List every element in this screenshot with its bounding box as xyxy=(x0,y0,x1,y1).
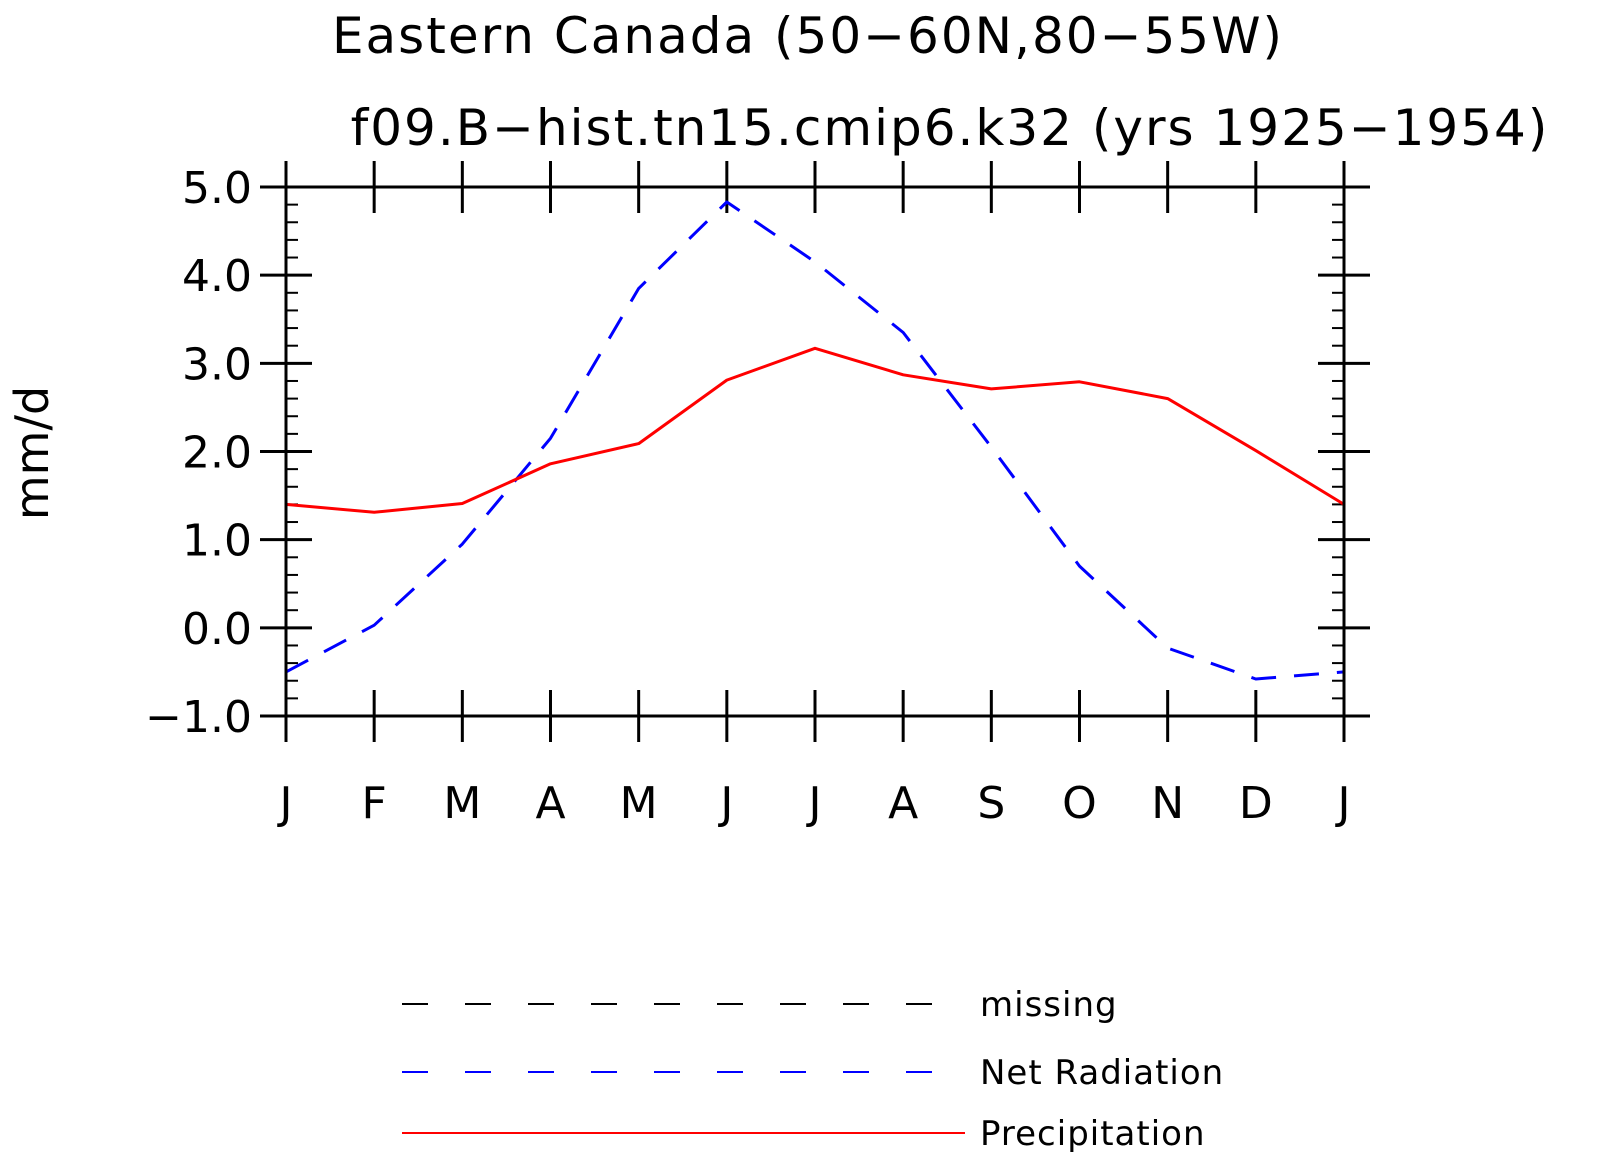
x-tick-label: J xyxy=(277,778,293,829)
series-line-precipitation xyxy=(285,346,1345,514)
legend-label: Net Radiation xyxy=(980,1053,1224,1093)
series-lines xyxy=(285,200,1345,681)
legend-label: Precipitation xyxy=(980,1114,1206,1152)
y-tick-label: −1.0 xyxy=(145,692,252,743)
minor-ticks xyxy=(286,186,1344,717)
chart-title: Eastern Canada (50−60N,80−55W) xyxy=(332,7,1284,65)
x-tick-label: J xyxy=(806,778,822,829)
x-tick-label: M xyxy=(443,778,481,829)
x-tick-label: D xyxy=(1239,778,1273,829)
x-tick-label: J xyxy=(717,778,733,829)
x-tick-label: S xyxy=(977,778,1005,829)
x-tick-label: O xyxy=(1062,778,1097,829)
legend: missing Net Radiation Precipitation xyxy=(402,985,1224,1152)
x-tick-label: M xyxy=(620,778,658,829)
y-tick-label: 3.0 xyxy=(182,339,252,390)
y-tick-label: 4.0 xyxy=(182,251,252,302)
y-tick-labels: 5.0 4.0 3.0 2.0 1.0 0.0 −1.0 xyxy=(145,163,252,743)
series-line-net-radiation xyxy=(285,200,1345,681)
chart-subtitle: f09.B−hist.tn15.cmip6.k32 (yrs 1925−1954… xyxy=(351,99,1550,157)
x-tick-label: J xyxy=(1335,778,1351,829)
x-tick-label: A xyxy=(888,778,918,829)
y-axis-label: mm/d xyxy=(5,386,59,520)
x-tick-label: N xyxy=(1151,778,1184,829)
major-ticks xyxy=(260,161,1370,742)
plot-frame xyxy=(284,185,1346,718)
y-tick-label: 1.0 xyxy=(182,516,252,567)
x-tick-label: F xyxy=(362,778,387,829)
y-tick-label: 0.0 xyxy=(182,604,252,655)
y-tick-label: 5.0 xyxy=(182,163,252,214)
legend-label: missing xyxy=(980,985,1118,1025)
y-tick-label: 2.0 xyxy=(182,428,252,479)
x-tick-label: A xyxy=(535,778,565,829)
